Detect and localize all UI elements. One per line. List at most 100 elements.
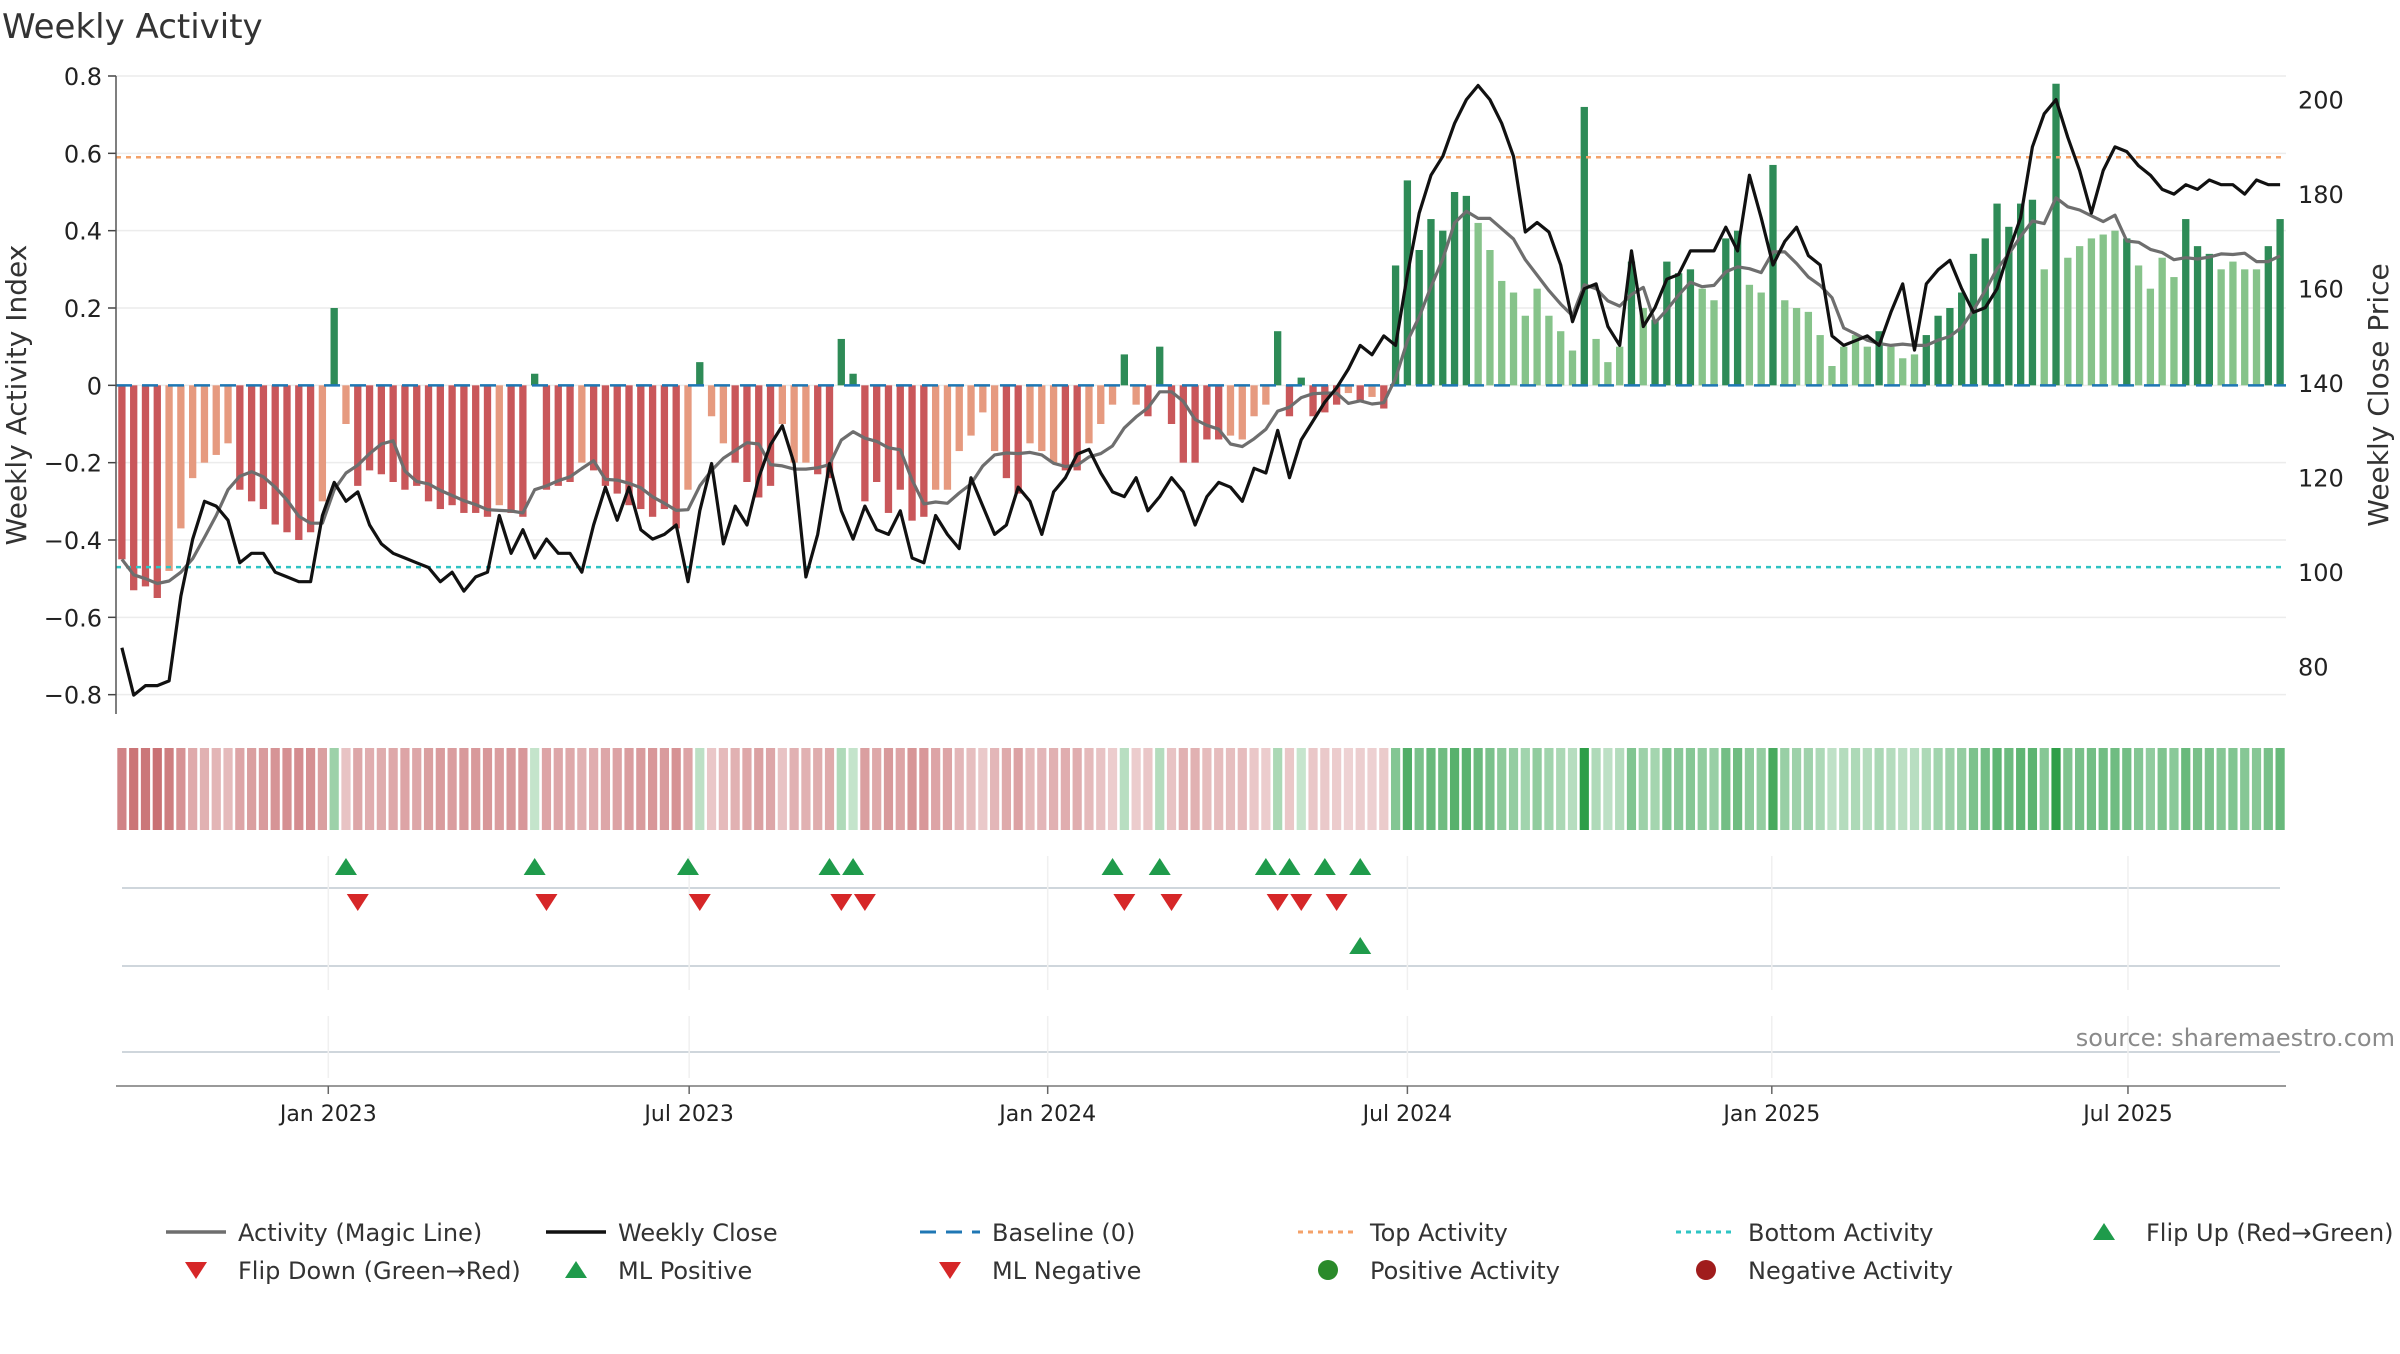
activity-bar <box>790 385 798 463</box>
heat-strip-cell <box>801 748 811 830</box>
heat-strip-cell <box>2145 748 2155 830</box>
activity-bar <box>483 385 492 517</box>
activity-bar <box>1215 385 1223 440</box>
heat-strip-cell <box>494 748 504 830</box>
heat-strip-cell <box>1461 748 1471 830</box>
activity-bar <box>141 385 150 587</box>
heat-strip-cell <box>305 748 316 830</box>
heat-strip-cell <box>1273 748 1283 830</box>
activity-bar <box>2005 226 2013 386</box>
activity-bar <box>1191 385 1199 463</box>
heat-strip-cell <box>1237 748 1247 830</box>
heat-strip-cell <box>1438 748 1448 830</box>
heat-strip-cell <box>2192 748 2203 830</box>
activity-bar <box>306 385 315 533</box>
heat-strip-cell <box>152 748 162 830</box>
heat-strip-cell <box>836 748 846 830</box>
left-tick-label: −0.2 <box>44 450 102 478</box>
activity-bar <box>766 385 775 486</box>
activity-bar <box>896 385 904 490</box>
activity-bar <box>1061 385 1070 471</box>
heat-strip-cell <box>1379 748 1389 830</box>
activity-bar <box>1203 385 1211 440</box>
heat-strip-cell <box>589 748 599 830</box>
heat-strip-cell <box>1390 748 1401 830</box>
heat-strip-cell <box>1202 748 1212 830</box>
flip-down-marker <box>1113 894 1136 911</box>
heat-strip-cell <box>1072 748 1082 830</box>
activity-bar <box>1462 195 1471 386</box>
activity-bar <box>1580 106 1588 386</box>
activity-bar <box>955 385 963 452</box>
activity-bar <box>1663 261 1671 386</box>
legend-item: Negative Activity <box>1696 1257 1953 1285</box>
heat-strip-cell <box>1756 748 1766 830</box>
heat-strip-cell <box>164 748 174 830</box>
heat-strip-cell <box>978 748 988 830</box>
activity-bar <box>1958 292 1966 386</box>
left-tick-label: 0.2 <box>64 295 102 323</box>
activity-bar <box>1887 346 1895 386</box>
flip-down-marker <box>853 894 876 911</box>
activity-bar <box>2099 234 2107 386</box>
legend-item: Flip Up (Red→Green) <box>2093 1219 2394 1247</box>
heat-strip-cell <box>1933 748 1943 830</box>
activity-bar <box>1309 385 1317 417</box>
activity-bar <box>330 308 338 386</box>
activity-bar <box>531 373 539 386</box>
activity-bar <box>1391 265 1400 386</box>
legend-swatch-dot <box>1696 1260 1716 1280</box>
heat-strip-cell <box>1957 748 1967 830</box>
activity-bar <box>1604 362 1612 386</box>
x-tick-label: Jul 2025 <box>2081 1102 2173 1127</box>
left-tick-label: 0 <box>87 372 102 400</box>
legend-label: Bottom Activity <box>1748 1219 1933 1247</box>
heat-strip-cell <box>872 748 882 830</box>
activity-bar <box>1226 385 1235 436</box>
heat-strip-cell <box>671 748 681 830</box>
legend-label: Weekly Close <box>618 1219 778 1247</box>
right-axis-label: Weekly Close Price <box>2362 263 2395 526</box>
activity-bar <box>931 385 940 490</box>
activity-bar <box>389 385 397 482</box>
x-tick-label: Jul 2024 <box>1361 1102 1453 1127</box>
heat-strip-cell <box>813 748 823 830</box>
heat-strip-cell <box>1650 748 1660 830</box>
activity-bar <box>2075 246 2084 386</box>
heat-strip-cell <box>1485 748 1495 830</box>
heat-strip-cell <box>1768 748 1778 830</box>
legend-label: Baseline (0) <box>992 1219 1135 1247</box>
activity-bar <box>1733 230 1742 386</box>
heat-strip-cell <box>1001 748 1012 830</box>
heat-strip-cell <box>659 748 669 830</box>
activity-bar <box>342 385 350 424</box>
heat-strip-cell <box>624 748 634 830</box>
flip-up-marker <box>1278 858 1301 875</box>
heat-strip-cell <box>376 748 386 830</box>
series-lines <box>120 83 2281 697</box>
legend-item: Activity (Magic Line) <box>166 1219 482 1247</box>
heat-strip-cell <box>1520 748 1530 830</box>
heat-strip-cell <box>2216 748 2226 830</box>
activity-bar <box>1745 284 1754 386</box>
activity-bar <box>1167 385 1176 424</box>
heat-strip-cell <box>1709 748 1719 830</box>
heat-strip-cell <box>895 748 905 830</box>
heat-strip-cell <box>1449 748 1460 830</box>
activity-bar <box>1875 331 1883 386</box>
left-tick-label: 0.6 <box>64 140 102 168</box>
legend-item: Flip Down (Green→Red) <box>185 1257 521 1285</box>
legend-label: ML Positive <box>618 1257 752 1285</box>
activity-bar <box>2028 199 2037 386</box>
heat-strip-cell <box>2263 748 2273 830</box>
activity-bars <box>118 83 2284 598</box>
heat-strip-cell <box>1013 748 1023 830</box>
heat-strip-cell <box>140 748 151 830</box>
legend-swatch-triangle-down <box>185 1262 207 1279</box>
legend-swatch-triangle-up <box>2093 1223 2115 1240</box>
heat-strip-cell <box>1249 748 1259 830</box>
activity-bar <box>1804 311 1813 386</box>
activity-bar <box>507 385 515 513</box>
heat-strip-cell <box>2051 748 2061 830</box>
